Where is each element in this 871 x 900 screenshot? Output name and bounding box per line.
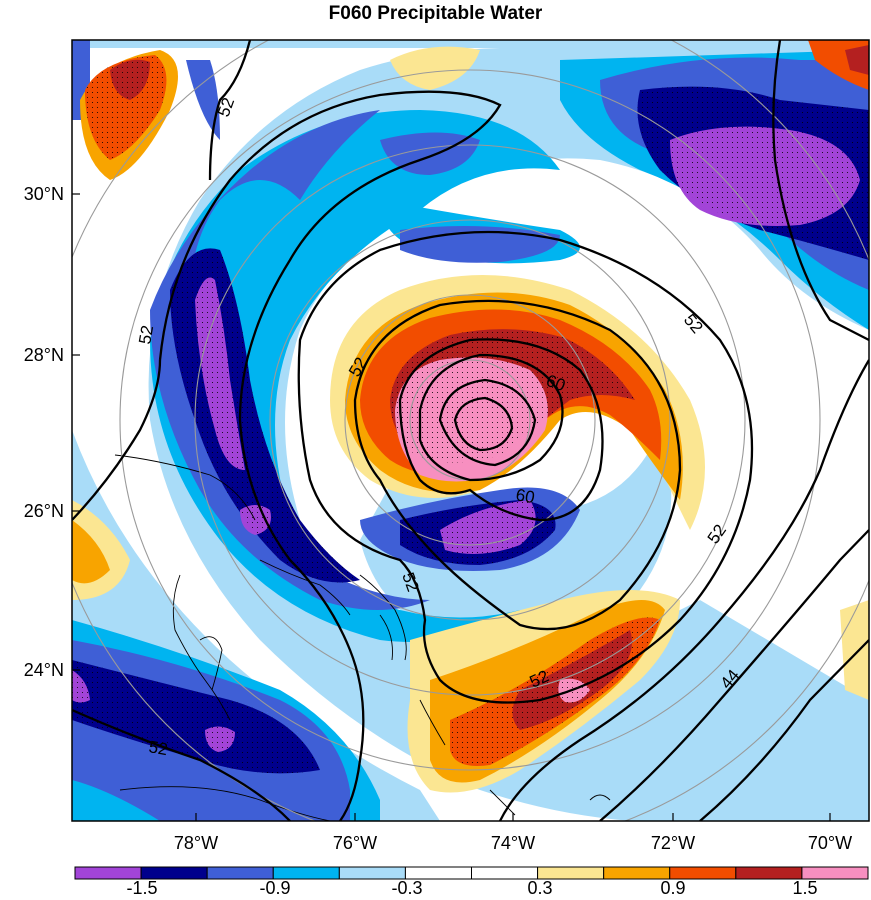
lon-label-72w: 72°W [650, 833, 696, 853]
chart-title: F060 Precipitable Water [328, 3, 543, 24]
map-field: 52 52 52 60 60 52 52 52 44 52 52 [72, 40, 869, 821]
colorbar-label: -1.5 [126, 878, 158, 898]
lon-label-78w: 78°W [173, 833, 219, 853]
contour-label: 52 [147, 737, 169, 759]
lon-label-76w: 76°W [332, 833, 378, 853]
colorbar-label: -0.3 [391, 878, 423, 898]
axis-ticks [72, 193, 831, 821]
lat-label-24n: 24°N [23, 660, 64, 680]
contour-label: 60 [514, 485, 536, 507]
contour-lines [72, 40, 869, 821]
colorbar-label: 0.3 [527, 878, 553, 898]
map-frame [71, 39, 870, 822]
lon-label-74w: 74°W [490, 833, 536, 853]
colorbar [74, 866, 869, 880]
colorbar-swatch [801, 866, 869, 880]
lon-label-70w: 70°W [807, 833, 853, 853]
colorbar-label: 1.5 [792, 878, 818, 898]
lat-label-28n: 28°N [23, 345, 64, 365]
lat-label-26n: 26°N [23, 501, 64, 521]
coastlines [114, 454, 611, 821]
lat-label-30n: 30°N [23, 184, 64, 204]
contour-label: 52 [135, 324, 157, 346]
colorbar-label: 0.9 [660, 878, 686, 898]
colorbar-label: -0.9 [259, 878, 291, 898]
